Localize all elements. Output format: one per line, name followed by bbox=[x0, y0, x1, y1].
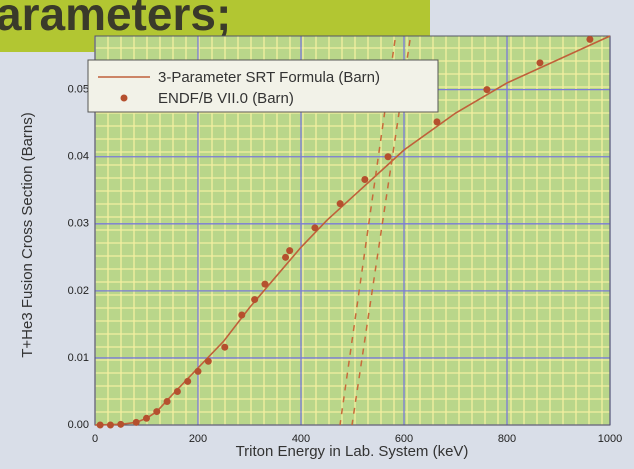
data-point bbox=[261, 280, 269, 288]
data-point bbox=[163, 398, 171, 406]
data-point bbox=[96, 421, 104, 429]
y-tick-label: 0.02 bbox=[68, 285, 89, 297]
data-point bbox=[204, 357, 212, 365]
banner-text: arameters; bbox=[0, 0, 231, 40]
data-point bbox=[221, 343, 229, 351]
data-point bbox=[384, 153, 392, 161]
data-point bbox=[251, 296, 259, 304]
x-tick-label: 0 bbox=[92, 433, 98, 445]
x-tick-label: 400 bbox=[292, 433, 310, 445]
chart: 0.00 0.01 0.02 0.03 0.04 0.05 0 200 400 600 800 100… bbox=[68, 35, 622, 445]
data-point bbox=[311, 224, 319, 232]
data-point bbox=[433, 118, 441, 126]
data-point bbox=[143, 414, 150, 422]
legend-entry: ENDF/B VII.0 (Barn) bbox=[158, 90, 294, 107]
x-tick-label: 200 bbox=[189, 433, 207, 445]
y-tick-label: 0.05 bbox=[68, 84, 89, 96]
data-point bbox=[153, 408, 161, 416]
data-point bbox=[184, 377, 192, 385]
x-axis-label: Triton Energy in Lab. System (keV) bbox=[236, 443, 469, 460]
y-tick-label: 0.00 bbox=[68, 419, 89, 431]
data-point bbox=[132, 418, 140, 426]
data-point bbox=[336, 200, 344, 208]
legend-box bbox=[87, 59, 439, 113]
data-point bbox=[106, 421, 114, 429]
x-tick-label: 1000 bbox=[598, 433, 622, 445]
data-point bbox=[536, 59, 544, 67]
data-point bbox=[286, 247, 294, 255]
data-point bbox=[361, 176, 369, 184]
data-point bbox=[238, 311, 246, 319]
data-point bbox=[586, 35, 594, 43]
legend-entry: 3-Parameter SRT Formula (Barn) bbox=[158, 69, 380, 86]
data-point bbox=[194, 367, 202, 375]
x-tick-label: 600 bbox=[395, 433, 413, 445]
x-tick-label: 800 bbox=[498, 433, 516, 445]
data-point bbox=[282, 253, 290, 261]
legend-marker-swatch bbox=[120, 94, 128, 102]
y-tick-label: 0.03 bbox=[68, 218, 89, 230]
y-tick-label: 0.04 bbox=[68, 151, 89, 163]
data-point bbox=[117, 420, 125, 428]
data-point bbox=[483, 86, 491, 94]
y-axis-label: T+He3 Fusion Cross Section (Barns) bbox=[19, 112, 36, 358]
data-point bbox=[173, 387, 181, 395]
y-tick-label: 0.01 bbox=[68, 352, 89, 364]
